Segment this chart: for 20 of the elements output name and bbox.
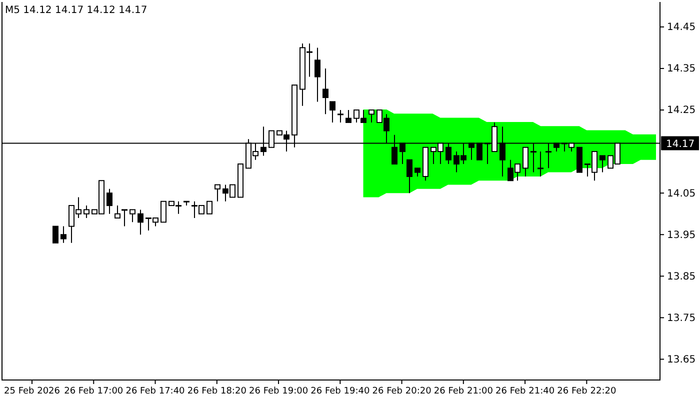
x-tick-label: 26 Feb 19:00 (248, 386, 308, 396)
x-tick-label: 26 Feb 20:20 (372, 386, 432, 396)
x-tick-label: 26 Feb 19:40 (310, 386, 370, 396)
x-tick-label: 25 Feb 2026 (4, 386, 60, 396)
ref-line-label: 14.17 (666, 139, 695, 150)
y-tick-label: 14.35 (667, 64, 696, 75)
x-tick-label: 26 Feb 21:00 (434, 386, 494, 396)
y-tick-label: 14.25 (667, 105, 696, 116)
x-tick-label: 26 Feb 22:20 (557, 386, 616, 396)
x-tick-label: 26 Feb 17:40 (126, 386, 186, 396)
x-tick-label: 26 Feb 18:20 (187, 386, 247, 396)
y-tick-label: 14.45 (667, 22, 696, 34)
y-tick-label: 13.95 (667, 230, 696, 241)
x-tick-label: 26 Feb 17:00 (64, 386, 124, 396)
x-tick-label: 26 Feb 21:40 (496, 386, 555, 396)
y-tick-label: 13.65 (667, 354, 696, 366)
y-tick-label: 14.05 (667, 188, 696, 200)
y-tick-label: 13.85 (667, 271, 696, 282)
y-tick-label: 13.75 (667, 312, 696, 324)
chart-title: M5 14.12 14.17 14.12 14.17 (5, 5, 148, 16)
